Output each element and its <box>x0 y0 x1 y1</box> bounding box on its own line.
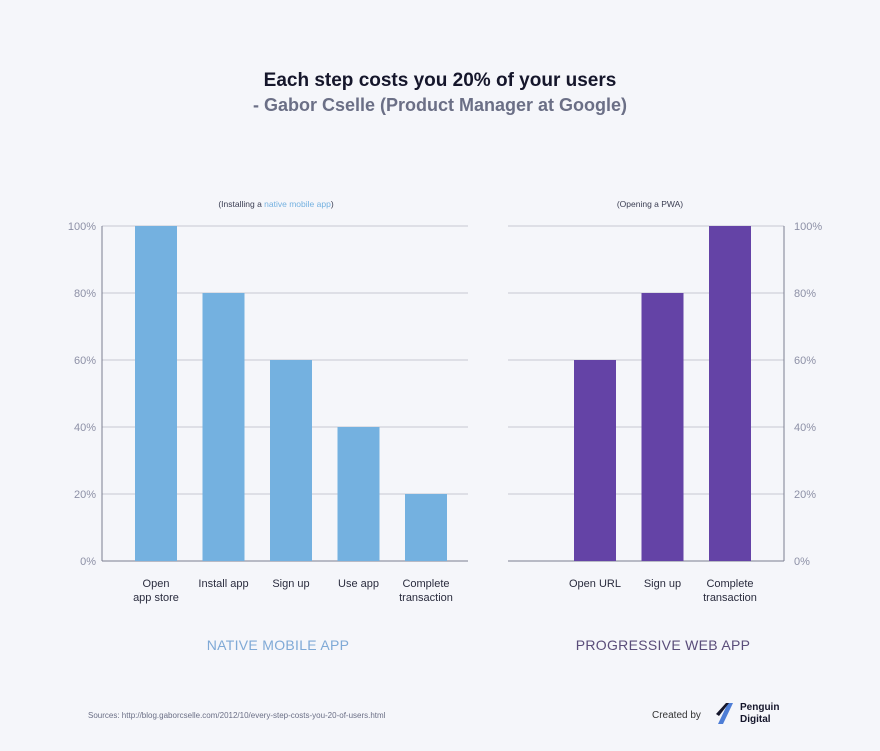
category-label-line: transaction <box>703 592 757 604</box>
pwa-chart: (Opening a PWA) 0% 20% 40% 60% 80% 100% Open UR… <box>508 199 822 604</box>
chart-title-highlight: native mobile app <box>264 199 331 209</box>
category-label-line: Install app <box>198 578 248 590</box>
category-label-line: Open <box>143 578 170 590</box>
logo-text: Penguin Digital <box>740 702 779 726</box>
bar <box>709 226 751 561</box>
bar <box>405 494 447 561</box>
y-tick-label: 0% <box>794 556 810 568</box>
category-label: Complete transaction <box>703 578 757 604</box>
category-label: Sign up <box>272 578 309 590</box>
logo-line-2: Digital <box>740 714 771 725</box>
y-tick-label: 20% <box>794 489 816 501</box>
y-tick-label: 40% <box>794 422 816 434</box>
pwa-section-label: PROGRESSIVE WEB APP <box>575 637 751 653</box>
bar <box>337 427 380 561</box>
page-title: Each step costs you 20% of your users <box>263 70 617 91</box>
category-label-line: app store <box>133 592 179 604</box>
category-label-line: Complete <box>402 578 449 590</box>
y-tick-label: 0% <box>80 556 96 568</box>
y-tick-label: 80% <box>794 288 816 300</box>
category-label: Use app <box>338 578 379 590</box>
bar <box>641 293 684 561</box>
category-label-line: Sign up <box>644 578 681 590</box>
category-label-line: Complete <box>706 578 753 590</box>
category-label-line: Open URL <box>569 578 621 590</box>
category-label-line: Use app <box>338 578 379 590</box>
bar <box>574 360 616 561</box>
category-label-line: Sign up <box>272 578 309 590</box>
y-tick-label: 100% <box>68 221 96 233</box>
y-tick-label: 20% <box>74 489 96 501</box>
y-tick-label: 40% <box>74 422 96 434</box>
y-tick-label: 100% <box>794 221 822 233</box>
chart-title-suffix: ) <box>331 199 334 209</box>
native-section-label: NATIVE MOBILE APP <box>206 637 350 653</box>
y-tick-label: 80% <box>74 288 96 300</box>
native-app-chart: (Installing a native mobile app) 0% 20% 40%… <box>68 199 468 604</box>
logo-line-1: Penguin <box>740 702 780 713</box>
category-label: Install app <box>198 578 248 590</box>
chart-title-prefix: (Installing a <box>218 199 264 209</box>
chart-title: (Installing a native mobile app) <box>218 199 333 209</box>
bar <box>270 360 312 561</box>
category-label-line: transaction <box>399 592 453 604</box>
category-label: Open app store <box>133 578 179 604</box>
page-subtitle: - Gabor Cselle (Product Manager at Googl… <box>252 95 628 115</box>
y-tick-label: 60% <box>794 355 816 367</box>
category-label: Complete transaction <box>399 578 453 604</box>
penguin-digital-logo-icon <box>716 703 733 724</box>
category-label: Sign up <box>644 578 681 590</box>
created-by-text: Created by <box>652 710 701 721</box>
y-tick-label: 60% <box>74 355 96 367</box>
sources-text: Sources: http://blog.gaborcselle.com/201… <box>88 711 386 720</box>
category-label: Open URL <box>569 578 621 590</box>
bar <box>135 226 177 561</box>
chart-title: (Opening a PWA) <box>617 199 683 209</box>
bar <box>202 293 245 561</box>
